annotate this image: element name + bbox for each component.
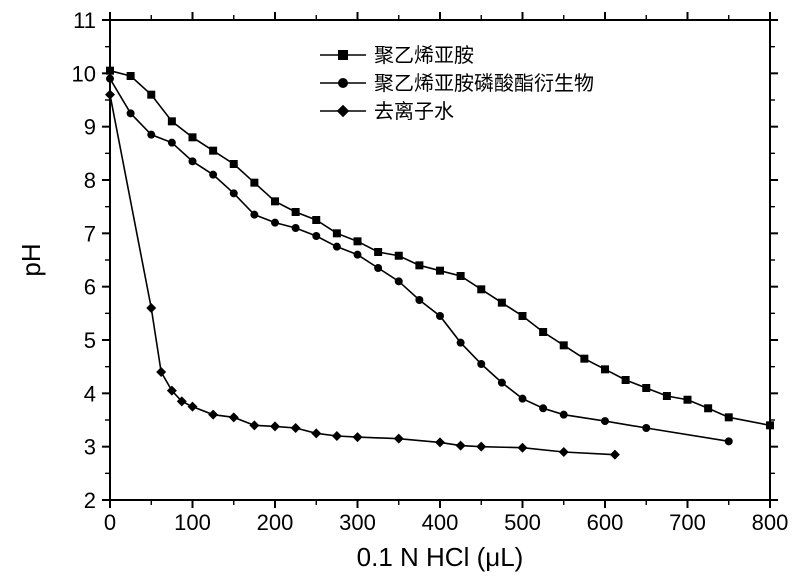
svg-text:聚乙烯亚胺磷酸酯衍生物: 聚乙烯亚胺磷酸酯衍生物 [374, 72, 594, 95]
svg-text:聚乙烯亚胺: 聚乙烯亚胺 [374, 44, 474, 67]
svg-text:400: 400 [422, 510, 459, 535]
svg-text:8: 8 [84, 168, 96, 193]
svg-text:2: 2 [84, 488, 96, 513]
svg-text:6: 6 [84, 275, 96, 300]
svg-text:3: 3 [84, 435, 96, 460]
chart-svg: 0 100 200 300 400 500 600 700 800 2 3 4 5 6 7 8 9 10 11 0.1… [0, 0, 800, 586]
svg-text:300: 300 [339, 510, 376, 535]
svg-text:0.1 N HCl (μL): 0.1 N HCl (μL) [357, 542, 524, 572]
titration-chart: 0 100 200 300 400 500 600 700 800 2 3 4 5 6 7 8 9 10 11 0.1… [0, 0, 800, 586]
svg-text:600: 600 [587, 510, 624, 535]
svg-text:9: 9 [84, 115, 96, 140]
svg-text:200: 200 [257, 510, 294, 535]
svg-text:11: 11 [73, 8, 96, 33]
svg-text:pH: pH [16, 243, 46, 276]
svg-text:去离子水: 去离子水 [374, 100, 454, 123]
svg-text:5: 5 [84, 328, 96, 353]
svg-text:4: 4 [84, 381, 96, 406]
svg-text:0: 0 [104, 510, 116, 535]
svg-text:7: 7 [84, 221, 96, 246]
svg-text:100: 100 [174, 510, 211, 535]
svg-text:10: 10 [72, 61, 96, 86]
svg-text:500: 500 [504, 510, 541, 535]
svg-text:800: 800 [752, 510, 789, 535]
svg-text:700: 700 [669, 510, 706, 535]
